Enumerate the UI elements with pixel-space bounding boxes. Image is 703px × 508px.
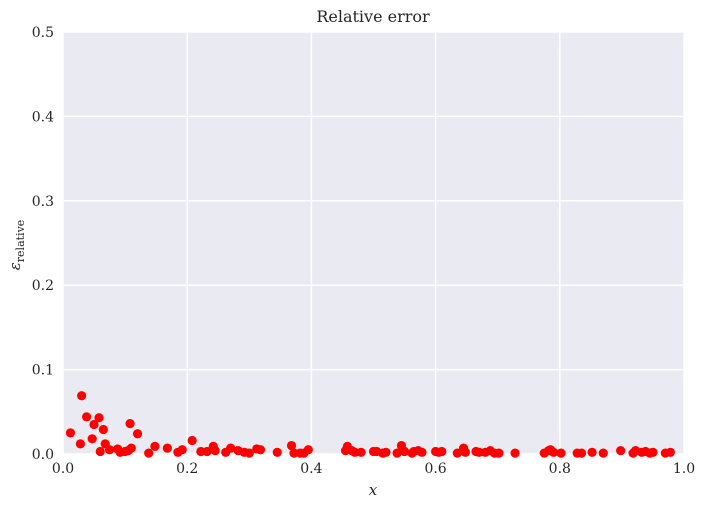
chart-title: Relative error bbox=[316, 7, 430, 26]
x-tick-label: 1.0 bbox=[673, 461, 695, 477]
data-point bbox=[576, 448, 587, 458]
data-point bbox=[75, 439, 85, 449]
data-point bbox=[286, 440, 297, 451]
data-point bbox=[87, 434, 97, 444]
data-point bbox=[132, 429, 143, 439]
data-point bbox=[272, 447, 282, 457]
y-tick-label: 0.3 bbox=[32, 194, 54, 210]
data-point bbox=[65, 428, 76, 438]
x-axis-label: x bbox=[369, 481, 378, 499]
data-point bbox=[210, 446, 220, 456]
data-point bbox=[665, 447, 675, 457]
x-tick-labels: 0.0 0.2 0.4 0.6 0.8 1.0 bbox=[52, 461, 695, 477]
data-point bbox=[556, 448, 566, 458]
data-point bbox=[417, 447, 427, 457]
y-axis-label-subscript: relative bbox=[14, 220, 27, 263]
data-point bbox=[356, 447, 366, 457]
y-tick-label: 0.0 bbox=[32, 447, 54, 463]
data-point bbox=[598, 448, 608, 458]
data-point bbox=[244, 448, 254, 458]
y-tick-label: 0.5 bbox=[32, 25, 54, 41]
data-point bbox=[104, 445, 115, 455]
data-point bbox=[125, 419, 135, 429]
data-point bbox=[437, 446, 447, 457]
y-tick-label: 0.4 bbox=[32, 109, 54, 125]
data-point bbox=[548, 447, 559, 457]
data-point bbox=[95, 446, 105, 457]
plot-background bbox=[63, 32, 684, 454]
grid bbox=[62, 31, 685, 455]
data-point bbox=[452, 448, 462, 458]
data-point bbox=[587, 447, 597, 457]
x-tick-label: 0.2 bbox=[176, 461, 198, 477]
data-point bbox=[303, 445, 313, 455]
y-tick-label: 0.2 bbox=[32, 278, 54, 294]
data-point bbox=[616, 446, 626, 456]
data-point bbox=[202, 446, 212, 457]
data-point bbox=[144, 448, 154, 458]
data-point bbox=[81, 412, 92, 422]
y-axis-label: εrelative bbox=[6, 220, 27, 271]
x-tick-label: 0.0 bbox=[52, 461, 74, 477]
data-point bbox=[177, 445, 187, 455]
x-tick-label: 0.6 bbox=[424, 461, 446, 477]
y-tick-labels: 0.0 0.1 0.2 0.3 0.4 0.5 bbox=[32, 25, 54, 463]
y-tick-label: 0.1 bbox=[32, 363, 54, 379]
data-point bbox=[94, 413, 104, 423]
data-point bbox=[162, 443, 172, 453]
data-point bbox=[510, 448, 520, 458]
x-tick-label: 0.4 bbox=[300, 461, 322, 477]
data-point bbox=[255, 445, 266, 455]
data-point bbox=[126, 443, 136, 453]
x-tick-label: 0.8 bbox=[549, 461, 571, 477]
data-point bbox=[494, 448, 504, 458]
data-point bbox=[89, 419, 99, 430]
data-point bbox=[648, 447, 658, 457]
data-point bbox=[381, 447, 391, 457]
data-point bbox=[460, 447, 471, 457]
data-point bbox=[77, 391, 87, 401]
data-point bbox=[98, 424, 108, 435]
data-point bbox=[187, 435, 197, 446]
data-point bbox=[150, 441, 160, 452]
data-point bbox=[399, 446, 410, 457]
data-point bbox=[226, 443, 236, 453]
y-axis-label-symbol: ε bbox=[6, 262, 24, 270]
data-points bbox=[65, 391, 675, 458]
